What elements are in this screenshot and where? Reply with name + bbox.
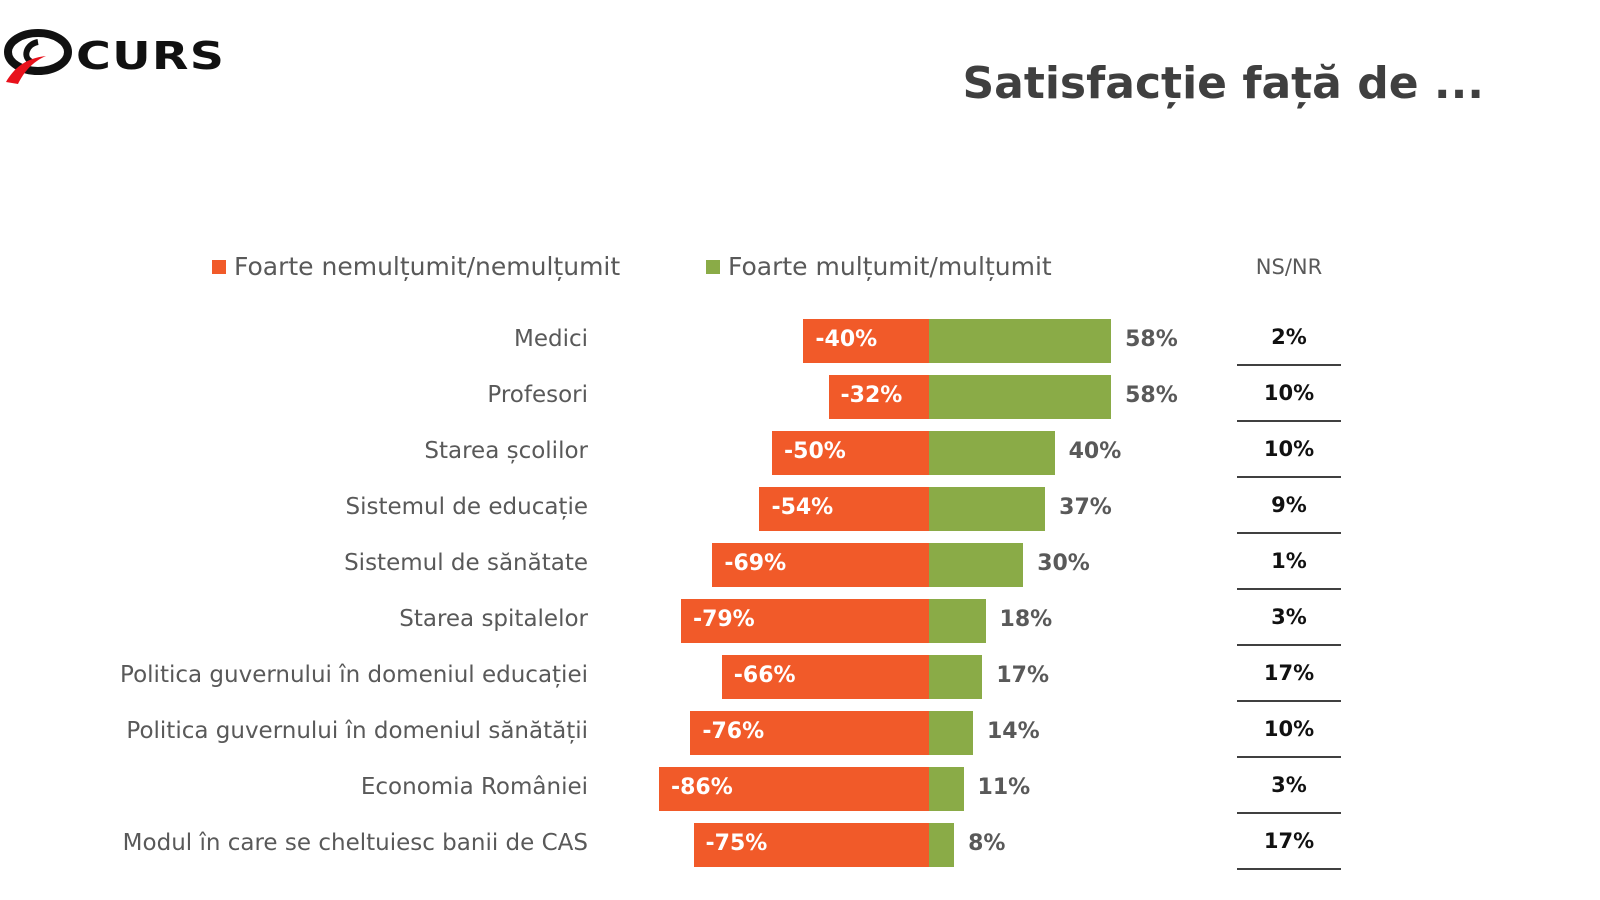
ns-divider xyxy=(1237,868,1341,870)
data-label-positive: 58% xyxy=(1125,383,1178,408)
bar-negative xyxy=(690,711,929,755)
ns-value: 10% xyxy=(1263,437,1315,461)
bar-positive xyxy=(929,319,1112,363)
data-label-positive: 8% xyxy=(968,831,1006,856)
category-label: Politica guvernului în domeniul sănătăți… xyxy=(126,718,588,744)
bar-negative xyxy=(721,655,929,699)
ns-divider xyxy=(1237,756,1341,758)
data-label-negative: -76% xyxy=(702,719,765,744)
bar-negative xyxy=(680,599,929,643)
ns-divider xyxy=(1237,420,1341,422)
data-label-negative: -54% xyxy=(771,495,834,520)
category-label: Starea spitalelor xyxy=(399,606,588,632)
ns-divider xyxy=(1237,700,1341,702)
bar-negative xyxy=(828,375,929,419)
category-label: Starea școlilor xyxy=(424,438,588,464)
bar-negative xyxy=(772,431,929,475)
ns-divider xyxy=(1237,644,1341,646)
legend-swatch-negative xyxy=(212,259,226,274)
data-label-negative: -50% xyxy=(784,439,846,464)
category-label: Economia României xyxy=(360,774,588,800)
data-label-negative: -40% xyxy=(815,327,878,352)
ns-value: 3% xyxy=(1271,773,1307,797)
bar-negative xyxy=(693,823,929,867)
legend-positive: Foarte mulțumit/mulțumit xyxy=(706,252,1052,281)
bar-positive xyxy=(929,711,973,755)
data-label-negative: -79% xyxy=(692,607,755,632)
category-label: Profesori xyxy=(487,382,588,408)
legend-label-negative: Foarte nemulțumit/nemulțumit xyxy=(234,252,621,281)
ns-value: 10% xyxy=(1263,381,1315,405)
ns-value: 2% xyxy=(1271,325,1307,349)
ns-value: 3% xyxy=(1271,605,1307,629)
ns-divider xyxy=(1237,364,1341,366)
ns-divider xyxy=(1237,588,1341,590)
ns-value: 9% xyxy=(1271,493,1307,517)
data-label-positive: 14% xyxy=(986,719,1040,744)
bar-positive xyxy=(929,655,983,699)
category-label: Sistemul de educație xyxy=(345,494,588,520)
bar-positive xyxy=(929,823,955,867)
bar-positive xyxy=(929,599,986,643)
legend-swatch-positive xyxy=(706,259,720,274)
data-label-negative: -32% xyxy=(840,383,903,408)
data-label-positive: 17% xyxy=(996,663,1050,688)
ns-value: 10% xyxy=(1263,717,1315,741)
data-label-positive: 11% xyxy=(977,775,1031,800)
data-label-positive: 37% xyxy=(1059,495,1112,520)
logo-text: CURS xyxy=(76,34,226,78)
ns-divider xyxy=(1237,812,1341,814)
data-label-positive: 58% xyxy=(1125,327,1178,352)
ns-value: 1% xyxy=(1271,549,1307,573)
ns-divider xyxy=(1237,476,1341,478)
bar-positive xyxy=(929,375,1112,419)
ns-header: NS/NR xyxy=(1255,255,1323,279)
bar-negative xyxy=(658,767,929,811)
data-label-negative: -66% xyxy=(733,663,796,688)
bar-positive xyxy=(929,767,964,811)
ns-value: 17% xyxy=(1263,829,1315,853)
data-label-negative: -75% xyxy=(705,831,768,856)
legend-label-positive: Foarte mulțumit/mulțumit xyxy=(728,252,1052,281)
data-label-negative: -86% xyxy=(670,775,733,800)
bar-negative xyxy=(712,543,929,587)
ns-divider xyxy=(1237,532,1341,534)
bar-negative xyxy=(759,487,929,531)
data-label-positive: 18% xyxy=(999,607,1053,632)
category-label: Politica guvernului în domeniul educație… xyxy=(120,662,588,688)
curs-logo xyxy=(2,28,72,90)
bar-negative xyxy=(803,319,929,363)
category-label: Medici xyxy=(513,326,588,352)
data-label-negative: -69% xyxy=(724,551,787,576)
bar-positive xyxy=(929,543,1024,587)
bar-positive xyxy=(929,431,1055,475)
ns-value: 17% xyxy=(1263,661,1315,685)
category-label: Sistemul de sănătate xyxy=(344,550,588,576)
chart-title: Satisfacție față de ... xyxy=(962,58,1484,109)
legend-negative: Foarte nemulțumit/nemulțumit xyxy=(212,252,620,281)
data-label-positive: 40% xyxy=(1068,439,1122,464)
data-label-positive: 30% xyxy=(1037,551,1090,576)
bar-positive xyxy=(929,487,1046,531)
category-label: Modul în care se cheltuiesc banii de CAS xyxy=(122,830,588,856)
